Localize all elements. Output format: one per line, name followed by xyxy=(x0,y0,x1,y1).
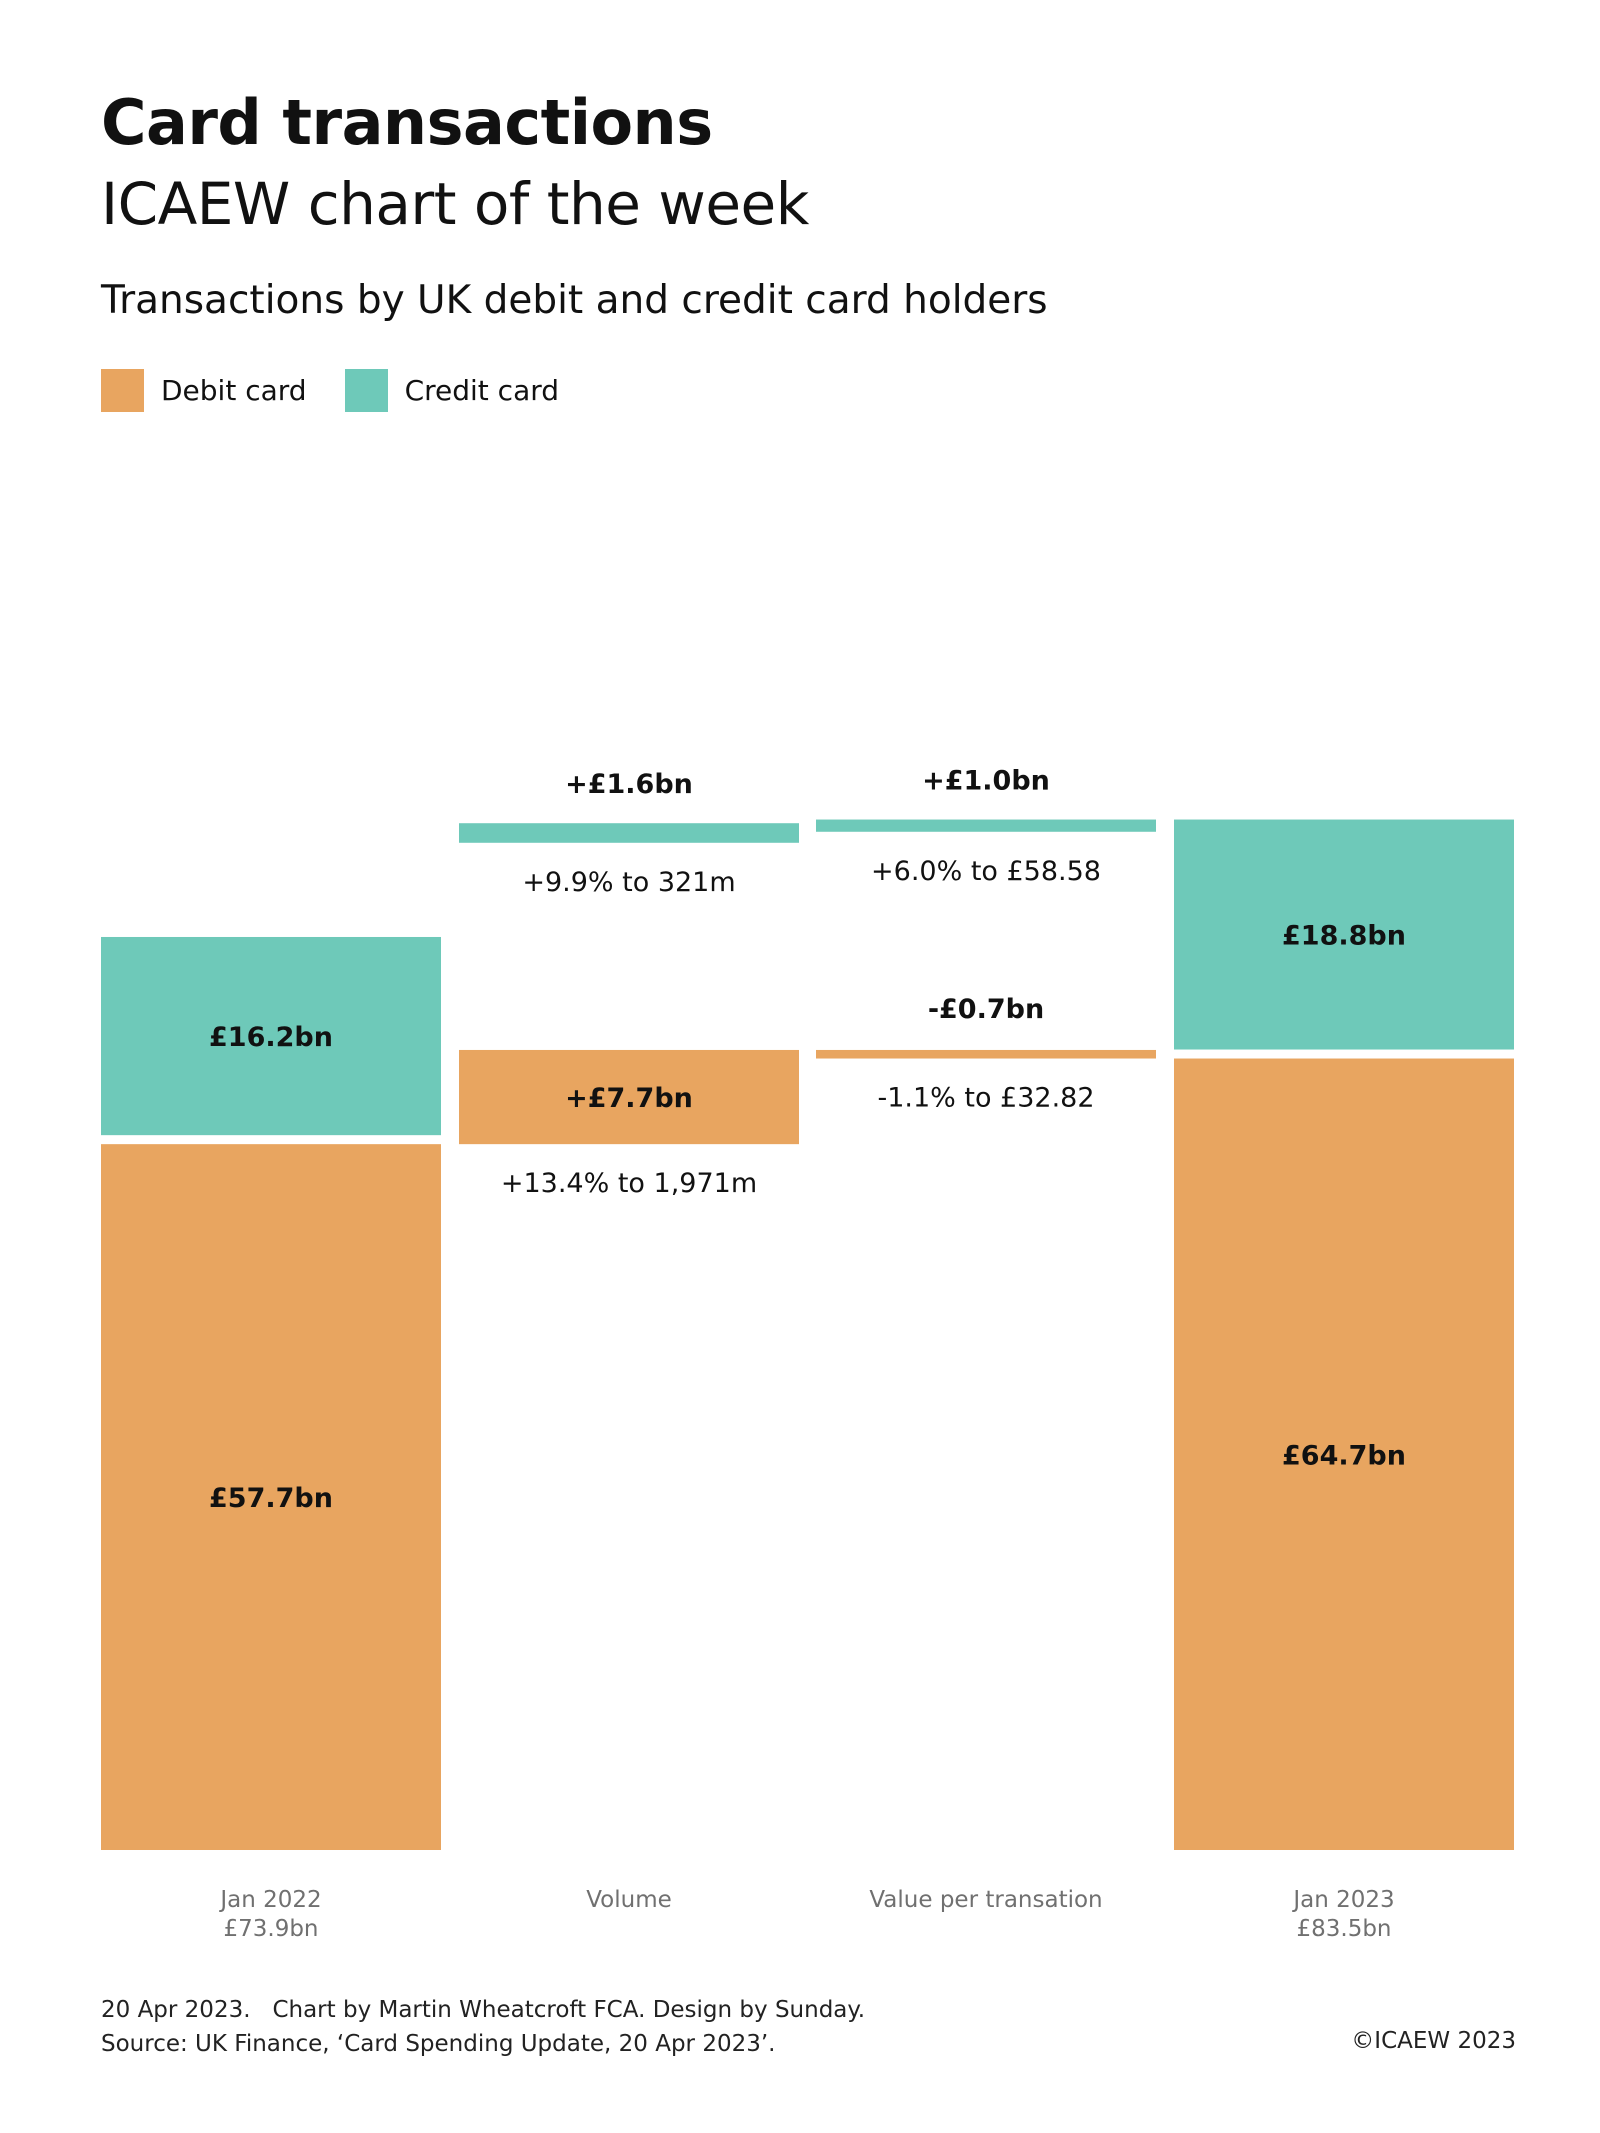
page-title: Card transactions xyxy=(101,86,713,159)
legend-swatch-credit xyxy=(344,368,388,412)
legend-label-credit: Credit card xyxy=(404,373,560,407)
data-label-debit-2: -£0.7bn xyxy=(928,994,1044,1025)
category-total-3: £83.5bn xyxy=(1296,1916,1391,1942)
bar-debit-2 xyxy=(816,1049,1156,1059)
legend-item-debit: Debit card xyxy=(101,368,307,412)
note-credit-1: +9.9% to 321m xyxy=(522,867,735,898)
category-label-0: Jan 2022 xyxy=(218,1887,321,1913)
note-credit-2: +6.0% to £58.58 xyxy=(871,856,1101,887)
category-label-1: Volume xyxy=(586,1887,672,1913)
data-label-debit-0: £57.7bn xyxy=(209,1483,333,1514)
page-subtitle: ICAEW chart of the week xyxy=(101,170,809,238)
bar-debit-0 xyxy=(101,1144,441,1850)
category-label-2: Value per transation xyxy=(869,1887,1102,1913)
data-label-debit-1: +£7.7bn xyxy=(565,1083,693,1114)
bar-debit-3 xyxy=(1174,1058,1514,1850)
footer-copyright: ©ICAEW 2023 xyxy=(1351,2028,1516,2054)
footer-source: Source: UK Finance, ‘Card Spending Updat… xyxy=(101,2031,776,2057)
footer-date-credit: 20 Apr 2023. Chart by Martin Wheatcroft … xyxy=(101,1997,866,2023)
data-label-credit-0: £16.2bn xyxy=(209,1022,333,1053)
data-label-credit-1: +£1.6bn xyxy=(565,769,693,800)
data-label-credit-2: +£1.0bn xyxy=(922,766,1050,797)
data-label-credit-3: £18.8bn xyxy=(1282,921,1406,952)
bar-credit-2 xyxy=(816,819,1156,832)
category-label-3: Jan 2023 xyxy=(1291,1887,1394,1913)
note-debit-1: +13.4% to 1,971m xyxy=(501,1168,757,1199)
legend-swatch-debit xyxy=(101,368,144,412)
bar-debit-1 xyxy=(459,1049,799,1145)
data-label-debit-3: £64.7bn xyxy=(1282,1440,1406,1471)
bar-credit-1 xyxy=(459,823,799,843)
chart-subtitle: Transactions by UK debit and credit card… xyxy=(101,278,1048,323)
category-total-0: £73.9bn xyxy=(223,1916,318,1942)
bar-credit-3 xyxy=(1174,819,1514,1050)
legend: Debit card Credit card xyxy=(101,368,597,412)
bar-credit-0 xyxy=(101,936,441,1136)
footer-credits: 20 Apr 2023. Chart by Martin Wheatcroft … xyxy=(101,1993,865,2061)
waterfall-chart: £57.7bn £16.2bn Jan 2022 £73.9bn +£7.7bn +13.… xyxy=(101,766,1514,1942)
legend-item-credit: Credit card xyxy=(344,368,560,412)
note-debit-2: -1.1% to £32.82 xyxy=(877,1083,1094,1114)
legend-label-debit: Debit card xyxy=(161,373,307,407)
